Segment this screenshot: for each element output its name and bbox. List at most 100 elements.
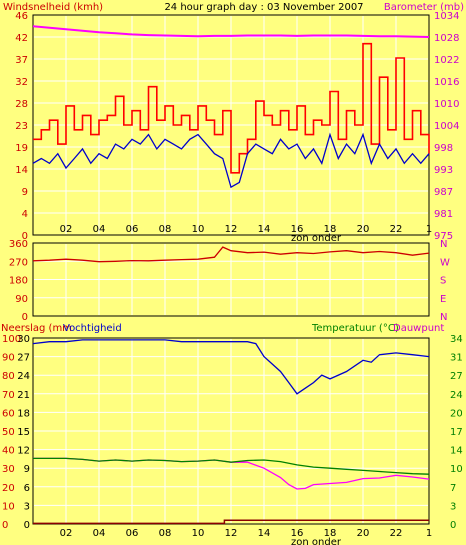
direction-series	[32, 246, 430, 263]
humidity-line	[32, 339, 430, 395]
y-tick-label: S	[440, 276, 446, 287]
wind-direction-line	[32, 246, 430, 263]
x-tick-label: 12	[225, 224, 238, 235]
y-tick-label: 20	[2, 483, 15, 494]
y-tick-label: 1022	[434, 55, 459, 66]
y-tick-label: 10	[450, 464, 463, 475]
bottom-series	[32, 339, 430, 525]
x-tick-label: 16	[291, 528, 304, 539]
y-tick-label: 998	[434, 143, 453, 154]
y-tick-label: 21	[17, 390, 30, 401]
x-tick-label: 18	[324, 528, 337, 539]
y-tick-label: 3	[450, 501, 456, 512]
y-tick-label: 14	[450, 446, 463, 457]
direction-grid	[34, 244, 428, 315]
x-tick-label: 08	[159, 224, 172, 235]
x-tick-label: 20	[357, 224, 370, 235]
y-tick-label: 1010	[434, 99, 459, 110]
x-tick-label: 12	[225, 528, 238, 539]
y-tick-label: 46	[15, 11, 28, 22]
wind-sunset-label: zon onder	[291, 233, 342, 244]
y-tick-label: 27	[17, 353, 30, 364]
rain-axis-title: Neerslag (mm	[1, 323, 72, 334]
y-tick-label: 18	[17, 408, 30, 419]
y-tick-label: 31	[450, 353, 463, 364]
y-tick-label: 6	[24, 483, 30, 494]
x-tick-label: 22	[390, 528, 403, 539]
x-tick-label: 10	[192, 528, 205, 539]
x-tick-label: 18	[324, 224, 337, 235]
x-tick-label: 04	[93, 224, 106, 235]
humidity-axis-title: Vochtigheid	[63, 323, 122, 334]
y-tick-label: 37	[15, 55, 28, 66]
x-tick-label: 10	[192, 224, 205, 235]
y-tick-label: 23	[15, 121, 28, 132]
y-tick-label: N	[440, 312, 447, 323]
y-tick-label: 90	[2, 353, 15, 364]
x-tick-label: 14	[258, 224, 271, 235]
wind-panel-frame	[32, 14, 430, 236]
y-tick-label: 32	[15, 77, 28, 88]
bottom-panel-frame	[32, 337, 430, 525]
wind-gust-line	[33, 42, 430, 174]
x-tick-label: 04	[93, 528, 106, 539]
y-tick-label: 4	[22, 209, 28, 220]
y-tick-label: W	[440, 257, 450, 268]
y-tick-label: 0	[24, 520, 30, 531]
y-tick-label: 27	[450, 371, 463, 382]
y-tick-label: 981	[434, 209, 453, 220]
dewpoint-axis-title: Dauwpunt	[393, 323, 444, 334]
y-tick-label: 28	[15, 99, 28, 110]
y-tick-label: 50	[2, 427, 15, 438]
y-tick-label: 42	[15, 33, 28, 44]
y-tick-label: 360	[9, 239, 28, 250]
y-tick-label: 0	[450, 520, 456, 531]
rain-line	[33, 519, 429, 525]
y-tick-label: 0	[22, 312, 28, 323]
x-tick-label: 22	[390, 224, 403, 235]
x-tick-label: 06	[126, 224, 139, 235]
y-tick-label: 90	[15, 294, 28, 305]
y-tick-label: 80	[2, 371, 15, 382]
y-tick-label: 20	[450, 408, 463, 419]
y-tick-label: 1016	[434, 77, 459, 88]
y-tick-label: 12	[17, 446, 30, 457]
barometer-line	[32, 25, 430, 38]
bottom-grid	[34, 339, 428, 523]
x-tick-label: 20	[357, 528, 370, 539]
x-tick-label: 02	[60, 224, 73, 235]
y-tick-label: 270	[9, 257, 28, 268]
y-tick-label: 30	[2, 464, 15, 475]
bottom-sunset-label: zon onder	[291, 537, 342, 545]
y-tick-label: 17	[450, 427, 463, 438]
temperature-line	[33, 457, 430, 475]
y-tick-label: N	[440, 239, 447, 250]
y-tick-label: 24	[17, 371, 30, 382]
y-tick-label: 1004	[434, 121, 459, 132]
x-tick-label: 1	[426, 528, 432, 539]
y-tick-label: 1028	[434, 33, 459, 44]
y-tick-label: 15	[17, 427, 30, 438]
y-tick-label: 10	[2, 501, 15, 512]
y-tick-label: E	[440, 294, 446, 305]
y-tick-label: 34	[450, 334, 463, 345]
y-tick-label: 19	[15, 143, 28, 154]
wind-speed-line	[32, 132, 430, 189]
y-tick-label: 987	[434, 187, 453, 198]
y-tick-label: 9	[22, 187, 28, 198]
y-tick-label: 24	[450, 390, 463, 401]
y-tick-label: 60	[2, 408, 15, 419]
y-tick-label: 30	[17, 334, 30, 345]
y-tick-label: 180	[9, 276, 28, 287]
direction-panel-frame	[32, 242, 430, 317]
y-tick-label: 1034	[434, 11, 459, 22]
y-tick-label: 9	[24, 464, 30, 475]
y-tick-label: 7	[450, 483, 456, 494]
chart-title: 24 hour graph day : 03 November 2007	[164, 2, 363, 13]
x-tick-label: 16	[291, 224, 304, 235]
y-tick-label: 14	[15, 165, 28, 176]
y-tick-label: 0	[22, 231, 28, 242]
y-tick-label: 0	[2, 520, 8, 531]
